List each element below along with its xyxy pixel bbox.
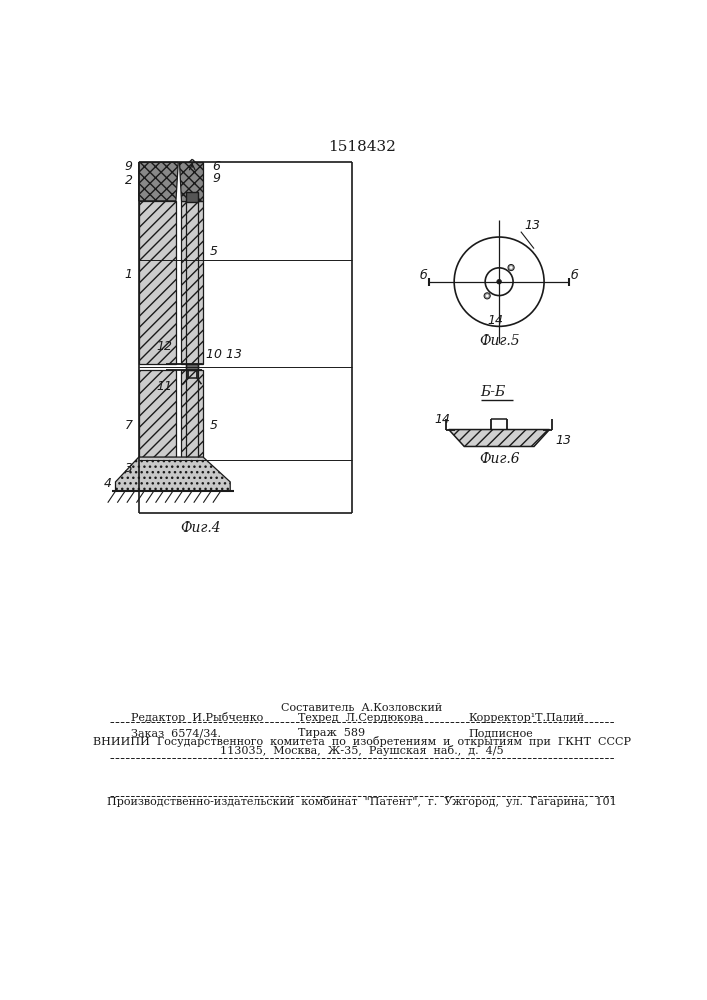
Bar (186, 364, 199, 370)
Text: 9: 9 (212, 172, 221, 185)
Text: Подписное: Подписное (468, 728, 533, 738)
Text: ВНИИПИ  Государственного  комитета  по  изобретениям  и  открытиям  при  ГКНТ  С: ВНИИПИ Государственного комитета по изоб… (93, 736, 631, 747)
Text: 5: 5 (209, 419, 217, 432)
Circle shape (510, 266, 513, 269)
Text: 3: 3 (124, 462, 132, 475)
Text: Тираж  589: Тираж 589 (298, 728, 365, 738)
Polygon shape (115, 457, 230, 491)
Text: 12: 12 (156, 340, 172, 353)
Polygon shape (182, 201, 203, 364)
Text: б: б (571, 269, 578, 282)
Text: 2: 2 (124, 174, 132, 187)
Text: 7: 7 (124, 419, 132, 432)
Polygon shape (139, 162, 178, 201)
Text: Редактор  И.Рыбченко: Редактор И.Рыбченко (131, 712, 263, 723)
Text: Заказ  6574/34.: Заказ 6574/34. (131, 728, 221, 738)
Text: 11: 11 (156, 380, 172, 393)
Text: 9: 9 (124, 160, 132, 173)
Text: 6: 6 (212, 160, 221, 173)
Text: 13: 13 (556, 434, 572, 447)
Text: Производственно-издательский  комбинат  "Патент",  г.  Ужгород,  ул.  Гагарина, : Производственно-издательский комбинат "П… (107, 796, 617, 807)
Text: Фиг.5: Фиг.5 (479, 334, 520, 348)
Text: Техред  Л.Сердюкова: Техред Л.Сердюкова (298, 713, 423, 723)
Polygon shape (449, 430, 549, 446)
Polygon shape (139, 201, 176, 364)
Polygon shape (179, 162, 203, 201)
Text: Фиг.6: Фиг.6 (479, 452, 520, 466)
Text: 1: 1 (124, 268, 132, 281)
Text: Составитель  А.Козловский: Составитель А.Козловский (281, 703, 443, 713)
Text: 10 13: 10 13 (206, 348, 243, 361)
Text: Фиг.4: Фиг.4 (180, 521, 221, 535)
Text: 1518432: 1518432 (328, 140, 396, 154)
Circle shape (486, 295, 489, 297)
Circle shape (484, 293, 490, 299)
Text: 113035,  Москва,  Ж-35,  Раушская  наб.,  д.  4/5: 113035, Москва, Ж-35, Раушская наб., д. … (220, 745, 504, 756)
Text: 14: 14 (435, 413, 451, 426)
Text: б: б (420, 269, 428, 282)
Text: 5: 5 (209, 245, 217, 258)
Text: 13: 13 (524, 219, 540, 232)
Polygon shape (139, 370, 176, 457)
Text: 4: 4 (104, 477, 112, 490)
Text: Б-Б: Б-Б (480, 385, 506, 399)
Text: 14: 14 (488, 314, 503, 327)
Text: Корректор¹Т.Палий: Корректор¹Т.Палий (468, 713, 584, 723)
Bar (186, 192, 199, 202)
Polygon shape (182, 370, 203, 457)
Circle shape (497, 279, 501, 284)
Circle shape (508, 264, 514, 271)
